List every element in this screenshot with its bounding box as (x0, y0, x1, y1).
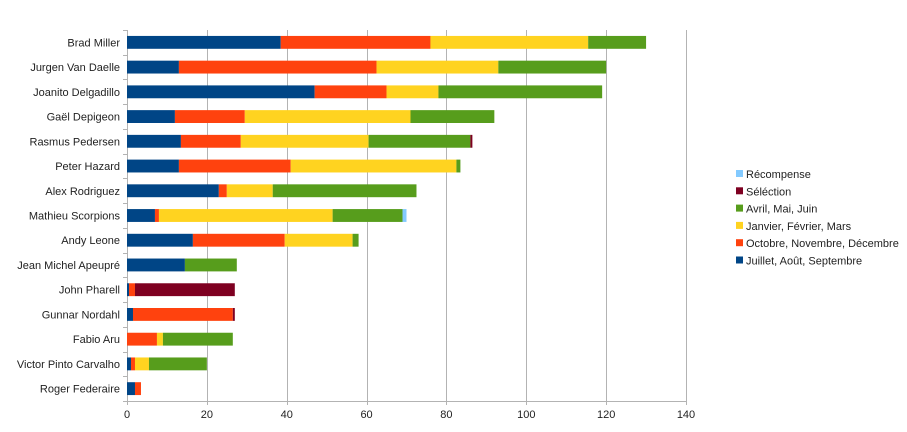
legend-label: Janvier, Février, Mars (746, 221, 852, 233)
bar-segment (127, 85, 315, 99)
x-tick-label: 100 (517, 409, 535, 421)
bar-segment (240, 134, 369, 148)
y-category-label: Jean Michel Apeupré (17, 260, 120, 272)
bar-segment (272, 184, 417, 198)
bar-segment (178, 60, 377, 74)
y-category-label: Alex Rodriguez (45, 186, 120, 198)
bar-segment (438, 85, 603, 99)
y-category-label: Jurgen Van Daelle (30, 62, 120, 74)
legend-swatch (736, 204, 743, 212)
bar-segment (280, 35, 431, 49)
x-tick-label: 20 (201, 409, 213, 421)
legend-label: Juillet, Août, Septembre (746, 256, 862, 268)
bar-segment (470, 134, 473, 148)
bar-segment (368, 134, 471, 148)
bar-segment (127, 382, 135, 396)
bar-segment (127, 35, 281, 49)
bar-segment (134, 357, 149, 371)
x-tick-label: 80 (440, 409, 452, 421)
y-category-label: Gunnar Nordahl (42, 309, 120, 321)
y-category-label: Victor Pinto Carvalho (17, 359, 120, 371)
x-tick-label: 40 (281, 409, 293, 421)
bar-segment (127, 258, 185, 272)
bar-segment (588, 35, 647, 49)
bar-segment (386, 85, 439, 99)
legend-swatch (736, 239, 743, 247)
legend-label: Séléction (746, 186, 791, 198)
bar-segment (132, 308, 233, 321)
bar-segment (314, 85, 387, 99)
x-tick-label: 120 (597, 409, 615, 421)
bar-segment (498, 60, 607, 74)
bar-segment (127, 332, 157, 346)
y-category-label: Fabio Aru (73, 334, 120, 346)
x-tick-label: 0 (124, 409, 130, 421)
bar-segment (134, 382, 141, 396)
y-category-label: Gaël Depigeon (47, 112, 120, 124)
bar-segment (127, 283, 129, 297)
bar-segment (158, 209, 333, 222)
bar-segment (332, 209, 403, 222)
bar-segment (232, 308, 235, 321)
bar-segment (410, 110, 495, 123)
bar-segment (218, 184, 227, 198)
y-category-label: Rasmus Pedersen (30, 136, 121, 148)
bar-segment (156, 332, 163, 346)
bar-segment (127, 184, 219, 198)
legend-swatch (736, 221, 743, 229)
y-category-label: Joanito Delgadillo (33, 87, 120, 99)
bar-segment (127, 60, 179, 74)
legend-label: Récompense (746, 169, 811, 181)
bar-segment (127, 209, 155, 222)
y-category-label: Roger Federaire (40, 384, 120, 396)
bar-segment (127, 233, 193, 247)
y-category-label: Andy Leone (61, 235, 120, 247)
legend-label: Avril, Mai, Juin (746, 204, 817, 216)
bar-segment (148, 357, 207, 371)
y-category-label: John Pharell (59, 285, 120, 297)
bar-segment (226, 184, 273, 198)
x-tick-label: 60 (360, 409, 372, 421)
bar-segment (352, 233, 359, 247)
bar-segment (134, 283, 235, 297)
bar-segment (456, 159, 461, 173)
legend-label: Octobre, Novembre, Décembre (746, 238, 899, 250)
bar-segment (127, 134, 181, 148)
bar-segment (430, 35, 589, 49)
bar-segment (290, 159, 457, 173)
bar-segment (180, 134, 241, 148)
bar-segment (130, 357, 135, 371)
bar-segment (376, 60, 499, 74)
x-tick-label: 140 (677, 409, 695, 421)
bar-segment (192, 233, 285, 247)
bar-segment (174, 110, 245, 123)
bar-segment (244, 110, 411, 123)
legend-swatch (736, 187, 743, 195)
y-category-label: Peter Hazard (55, 161, 120, 173)
axes: 0 20 40 60 80 100 120 140 Brad Miller Jurgen Van … (17, 30, 695, 421)
bar-segment (128, 283, 135, 297)
bar-segment (178, 159, 291, 173)
bar-segment (284, 233, 353, 247)
bar-segment (127, 357, 131, 371)
bar-segment (127, 308, 133, 321)
bar-segment (127, 159, 179, 173)
bar-segment (184, 258, 237, 272)
bar-segment (162, 332, 233, 346)
bars (127, 35, 647, 396)
y-category-label: Brad Miller (67, 37, 120, 49)
legend-swatch (736, 170, 743, 177)
y-category-label: Mathieu Scorpions (29, 211, 121, 223)
legend-swatch (736, 256, 743, 264)
bar-segment (402, 209, 407, 222)
bar-segment (154, 209, 159, 222)
bar-segment (127, 110, 175, 123)
legend: Récompense Séléction Avril, Mai, Juin Janvi… (736, 169, 899, 268)
